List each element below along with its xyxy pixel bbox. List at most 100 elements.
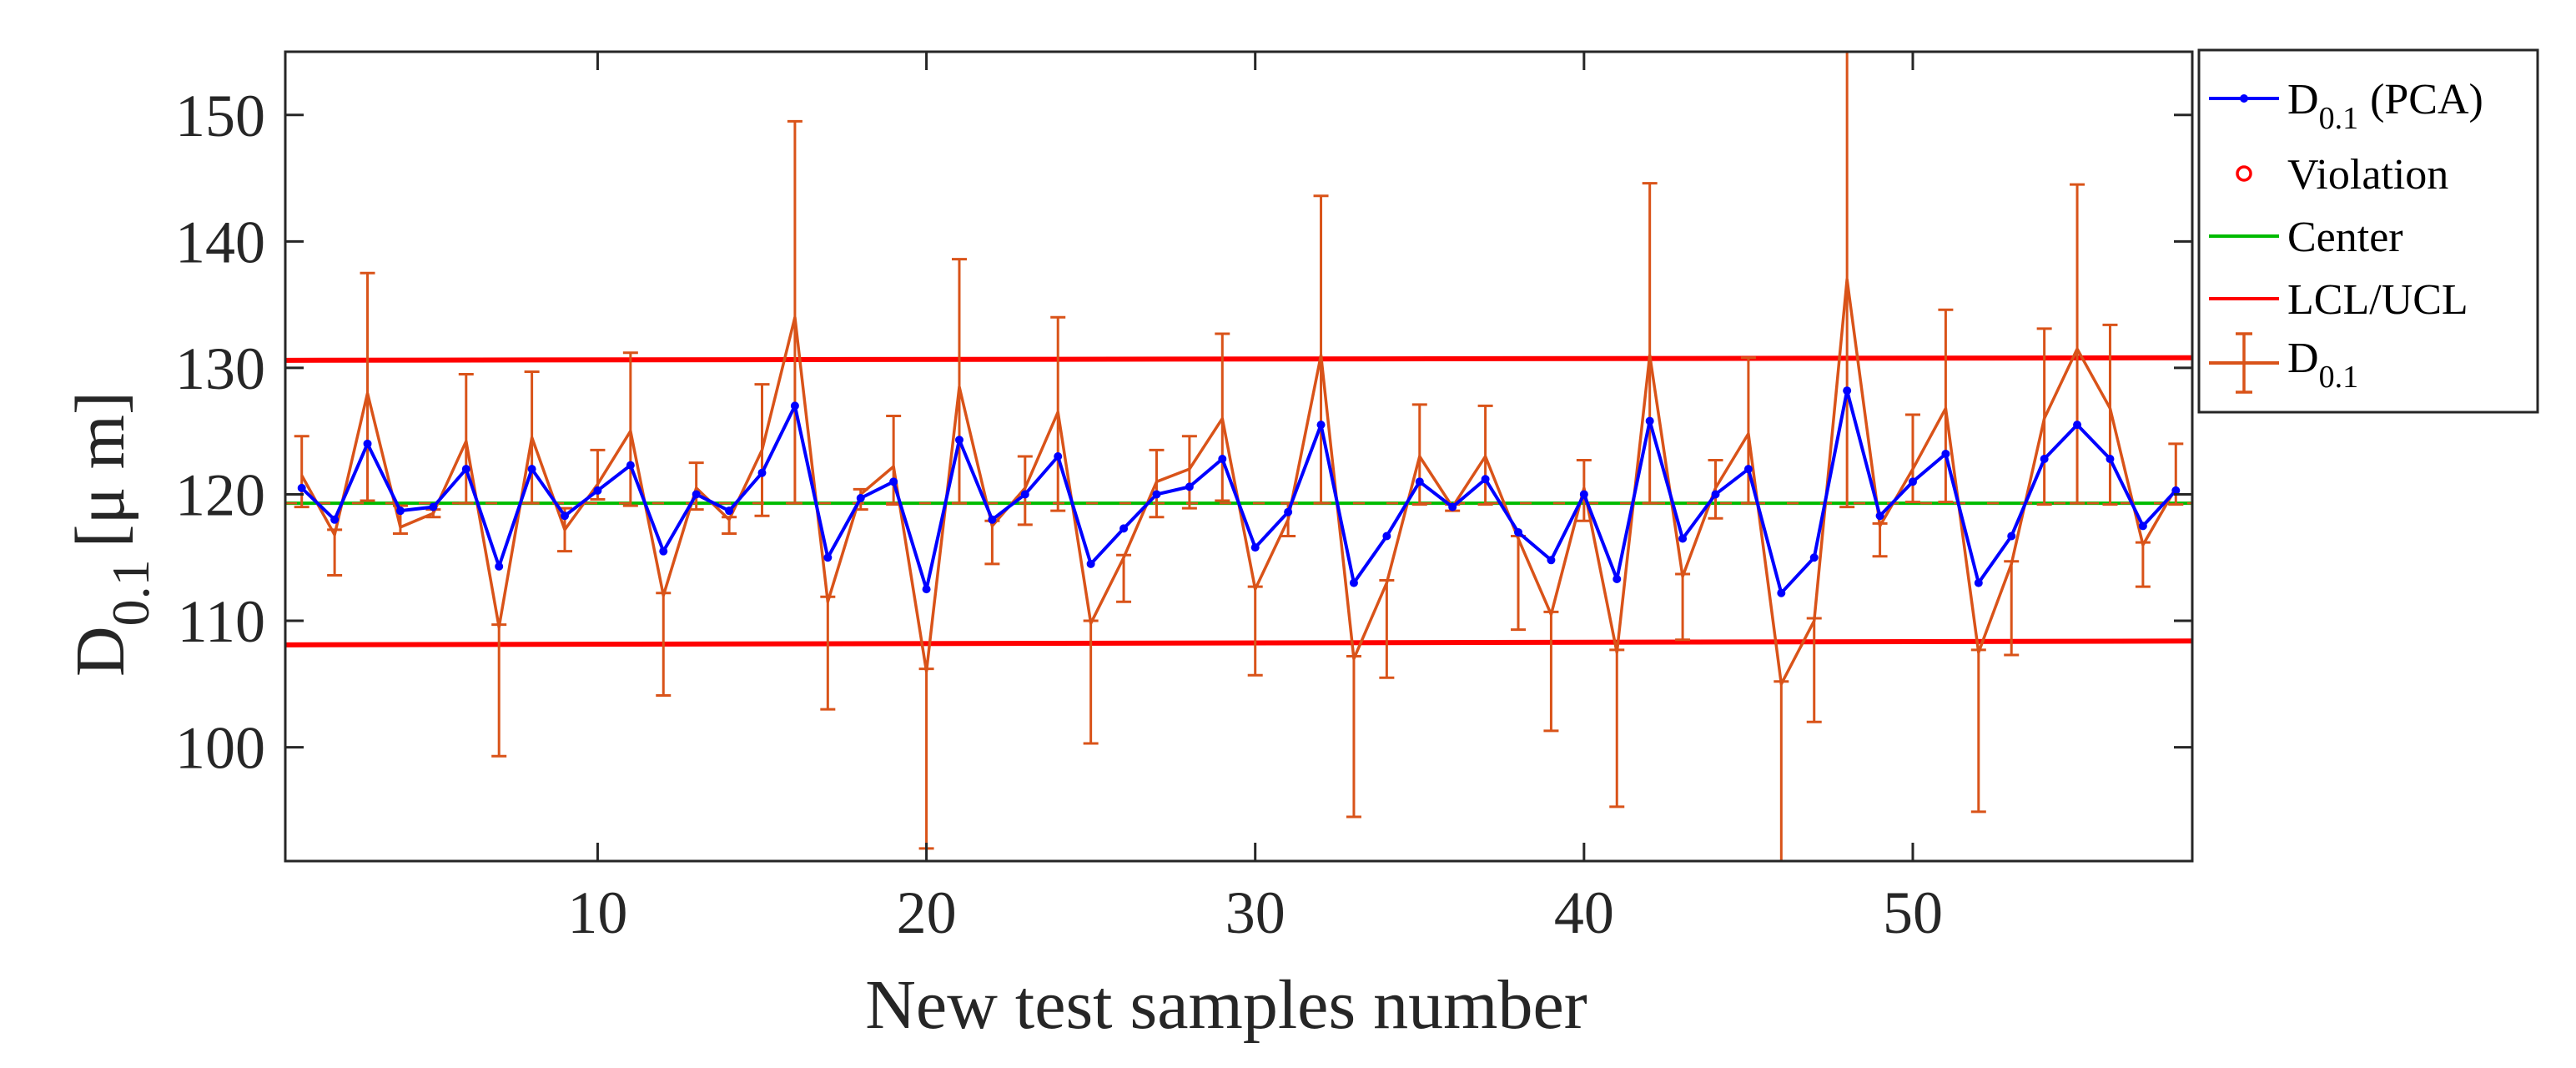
pca-point (1349, 578, 1358, 587)
pca-point (954, 436, 963, 445)
pca-point (856, 494, 865, 503)
pca-point (1316, 421, 1326, 430)
pca-point (1547, 556, 1556, 565)
pca-point (790, 401, 799, 411)
pca-point (823, 553, 833, 562)
pca-point (561, 511, 570, 521)
pca-point (2040, 455, 2049, 464)
pca-point (1777, 588, 1786, 597)
pca-series-group (297, 386, 2181, 597)
pca-point (659, 547, 668, 556)
pca-point (626, 461, 635, 470)
pca-point (363, 439, 372, 448)
pca-point (297, 483, 306, 492)
pca-point (692, 490, 701, 499)
pca-point (1218, 455, 1227, 464)
y-tick-label: 110 (178, 588, 265, 655)
legend-label-violation: Violation (2287, 151, 2448, 199)
pca-point (1743, 465, 1753, 474)
legend-item-limits: LCL/UCL (2209, 276, 2468, 324)
legend-marker-pca (2240, 94, 2248, 103)
pca-point (1284, 507, 1293, 516)
y-tick-label: 150 (175, 83, 265, 149)
pca-point (1843, 386, 1852, 395)
x-tick-label: 30 (1225, 879, 1285, 946)
pca-point (1415, 477, 1424, 486)
pca-point (889, 477, 898, 486)
pca-point (1185, 482, 1194, 491)
legend-label-center: Center (2287, 214, 2403, 261)
pca-point (1054, 452, 1063, 461)
pca-point (593, 486, 602, 495)
lcl-line (284, 638, 2193, 647)
legend-box (2197, 48, 2539, 414)
legend-label-errorbar-sub: 0.1 (2319, 360, 2359, 395)
pca-series-line (300, 389, 2177, 595)
pca-point (429, 502, 438, 511)
y-axis-label-sub: 0.1 (101, 559, 160, 626)
x-tick-label: 20 (897, 879, 957, 946)
legend-label-errorbar-main: D (2287, 335, 2319, 382)
pca-point (461, 465, 470, 474)
svg-text:D0.1(PCA): D0.1 (PCA) (2287, 76, 2483, 136)
y-tick-label: 140 (175, 209, 265, 275)
pca-point (1711, 490, 1720, 499)
pca-point (1152, 490, 1161, 499)
pca-point (1086, 559, 1095, 568)
legend-label-pca-main: D (2287, 76, 2319, 123)
x-axis-label: New test samples number (865, 966, 1587, 1044)
pca-point (1119, 524, 1129, 533)
legend-item-errorbar: D0.1 (2209, 332, 2358, 395)
pca-point (725, 506, 734, 516)
pca-point (2106, 455, 2115, 464)
legend-marker-violation (2236, 165, 2252, 182)
pca-point (527, 465, 536, 474)
y-tick-label: 130 (175, 335, 265, 402)
pca-point (757, 468, 767, 477)
pca-point (1678, 534, 1688, 543)
pca-point (1974, 578, 1983, 587)
pca-point (2171, 486, 2181, 495)
pca-point (495, 562, 504, 571)
legend-item-violation: Violation (2236, 151, 2448, 199)
legend-label-limits: LCL/UCL (2287, 276, 2468, 324)
svg-text:D0.1[μ m]: D0.1 [μ m] (62, 391, 160, 677)
pca-point (1809, 553, 1819, 562)
y-axis-label-unit: [μ m] (62, 391, 139, 547)
y-tick-label: 100 (175, 715, 265, 782)
y-axis-label-main: D (62, 626, 139, 677)
pca-point (2073, 421, 2082, 430)
pca-point (1250, 543, 1260, 552)
legend-item-center: Center (2209, 214, 2403, 261)
pca-point (2138, 521, 2147, 531)
pca-point (2007, 531, 2016, 541)
pca-point (1875, 511, 1884, 521)
pca-point (1448, 502, 1457, 511)
x-axis: 10 20 30 40 50 (567, 52, 1943, 946)
pca-point (1514, 527, 1523, 537)
pca-point (1645, 416, 1654, 426)
pca-point (1579, 490, 1588, 499)
pca-point (1941, 449, 1950, 458)
y-tick-label: 120 (175, 461, 265, 528)
plot-frame (284, 50, 2194, 863)
pca-point (395, 506, 405, 516)
pca-point (922, 585, 931, 594)
legend-label-pca-sub: 0.1 (2319, 101, 2359, 136)
pca-point (988, 515, 997, 524)
legend: D0.1 (PCA) Violation Center LCL/UCL D0.1 (2197, 48, 2539, 414)
pca-point (1382, 531, 1391, 541)
x-tick-label: 40 (1554, 879, 1614, 946)
pca-point (330, 515, 340, 524)
ucl-line (284, 355, 2193, 363)
x-tick-label: 50 (1883, 879, 1943, 946)
legend-label-pca-suffix: (PCA) (2370, 76, 2483, 123)
y-axis: 100 110 120 130 140 150 (175, 83, 2192, 782)
legend-item-pca: D0.1 (PCA) (2209, 76, 2483, 136)
errorbar-series-group (294, 50, 2184, 863)
pca-point (1020, 490, 1029, 499)
svg-text:D0.1: D0.1 (2287, 335, 2358, 395)
plot-area (285, 52, 2192, 861)
control-limit-group (284, 355, 2193, 647)
pca-point (1908, 477, 1917, 486)
